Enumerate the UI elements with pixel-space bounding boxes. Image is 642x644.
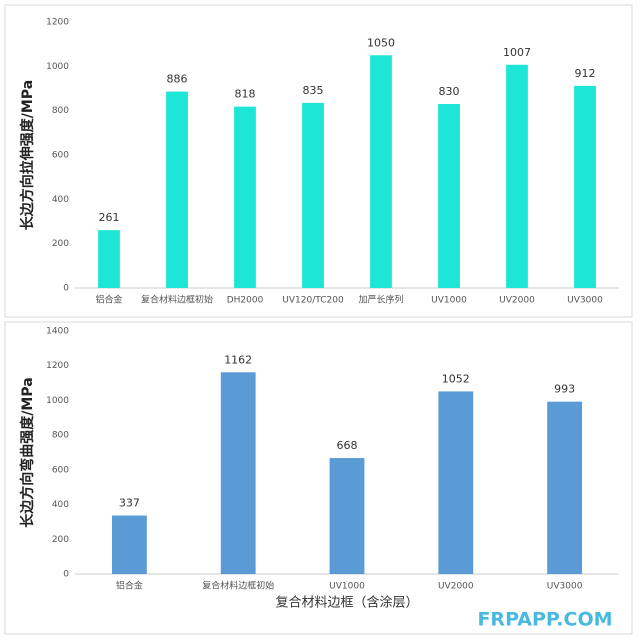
- bar: [370, 55, 392, 288]
- x-tick-label: 复合材料边框初始: [141, 294, 213, 306]
- x-tick-label: DH2000: [227, 296, 264, 306]
- y-tick-label: 400: [52, 195, 69, 205]
- x-tick-label: 复合材料边框初始: [202, 580, 274, 592]
- x-tick-label: 加严长序列: [358, 294, 403, 306]
- x-tick-label: UV1000: [431, 296, 467, 306]
- x-tick-label: 铝合金: [95, 294, 122, 306]
- data-label: 886: [167, 73, 188, 86]
- bar: [438, 104, 460, 289]
- y-tick-label: 1200: [46, 18, 69, 28]
- bar: [234, 106, 256, 288]
- y-tick-label: 600: [52, 465, 69, 475]
- data-label: 1052: [442, 372, 470, 385]
- data-label: 912: [575, 67, 596, 80]
- x-tick-label: UV3000: [567, 296, 603, 306]
- bar: [506, 64, 528, 288]
- y-tick-label: 1000: [46, 62, 69, 72]
- x-tick-label: UV2000: [499, 296, 535, 306]
- watermark: FRPAPP.COM: [477, 609, 612, 631]
- data-label: 261: [99, 211, 120, 224]
- y-tick-label: 0: [63, 570, 69, 580]
- bar: [166, 91, 188, 288]
- y-tick-label: 200: [52, 239, 69, 249]
- bar: [547, 401, 583, 574]
- y-tick-label: 800: [52, 431, 69, 441]
- x-tick-label: UV2000: [438, 582, 474, 592]
- data-label: 668: [337, 439, 358, 452]
- data-label: 1007: [503, 46, 531, 59]
- y-tick-label: 400: [52, 500, 69, 510]
- x-tick-label: UV1000: [329, 582, 365, 592]
- data-label: 830: [439, 85, 460, 98]
- x-tick-label: UV120/TC200: [282, 296, 344, 306]
- data-label: 1050: [367, 36, 395, 49]
- x-axis-label: 复合材料边框（含涂层）: [275, 595, 418, 611]
- y-tick-label: 0: [63, 284, 69, 294]
- y-tick-label: 200: [52, 535, 69, 545]
- bar: [98, 230, 120, 288]
- data-label: 1162: [224, 353, 252, 366]
- y-tick-label: 1000: [46, 396, 69, 406]
- data-label: 993: [554, 383, 575, 396]
- y-axis-label: 长边方向弯曲强度/MPa: [19, 377, 36, 527]
- y-tick-label: 1400: [46, 327, 69, 337]
- bar: [220, 372, 256, 574]
- y-axis-label: 长边方向拉伸强度/MPa: [19, 80, 36, 230]
- bar: [574, 85, 596, 288]
- panel: [4, 321, 633, 635]
- bar: [329, 458, 365, 574]
- y-tick-label: 1200: [46, 361, 69, 371]
- x-tick-label: UV3000: [547, 582, 583, 592]
- y-tick-label: 600: [52, 151, 69, 161]
- data-label: 818: [235, 88, 256, 101]
- bar: [302, 102, 324, 289]
- bar: [111, 515, 147, 574]
- data-label: 835: [303, 84, 324, 97]
- y-tick-label: 800: [52, 106, 69, 116]
- bar: [438, 391, 474, 574]
- data-label: 337: [119, 497, 140, 510]
- x-tick-label: 铝合金: [116, 580, 143, 592]
